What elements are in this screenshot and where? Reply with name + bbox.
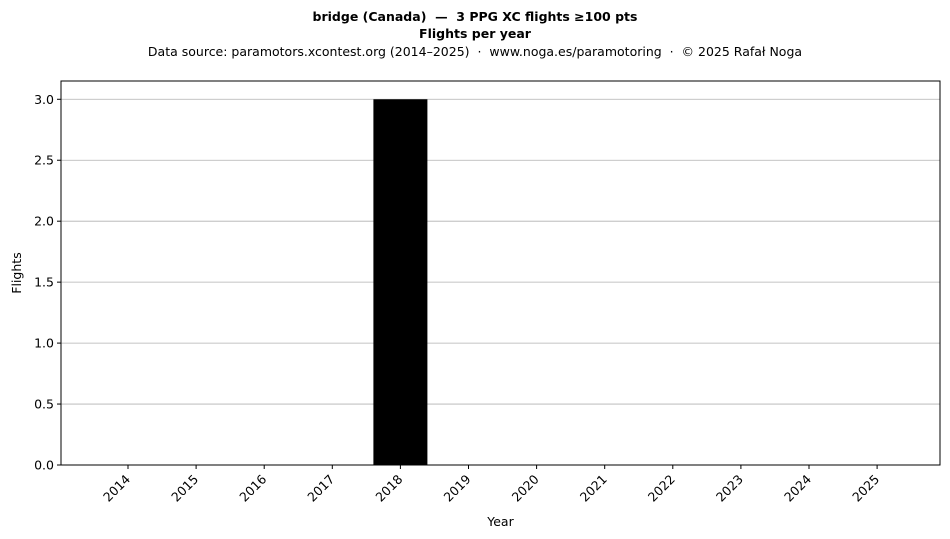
chart-title-block: bridge (Canada) — 3 PPG XC flights ≥100 … [0,8,950,61]
x-tick-label: 2017 [304,472,337,505]
x-tick-label: 2019 [441,471,474,504]
bar [373,99,428,466]
x-axis-ticks: 2014 2015 2016 2017 2018 2019 2020 2021 2022 2023… [100,465,882,505]
grid-lines [61,98,940,466]
plot-area-frame [60,80,941,466]
y-tick-label: 2.0 [34,214,54,229]
y-axis-ticks: 0.0 0.5 1.0 1.5 2.0 2.5 3.0 [34,92,61,473]
x-tick-label: 2021 [577,472,610,505]
x-tick-label: 2018 [372,471,405,504]
x-tick-label: 2014 [100,471,133,504]
x-tick-label: 2016 [236,471,269,504]
x-tick-label: 2023 [713,472,746,505]
y-tick-label: 1.5 [34,275,54,290]
x-axis-label: Year [486,514,514,529]
x-tick-label: 2022 [645,472,678,505]
y-tick-label: 1.0 [34,336,54,351]
x-tick-label: 2020 [509,471,542,504]
chart-subtitle: Flights per year [419,26,531,41]
x-tick-label: 2015 [168,472,201,505]
y-tick-label: 0.0 [34,458,54,473]
y-tick-label: 3.0 [34,92,54,107]
x-tick-label: 2025 [849,472,882,505]
chart-caption: Data source: paramotors.xcontest.org (20… [147,44,803,59]
bars [373,99,428,466]
y-tick-label: 0.5 [34,397,54,412]
y-tick-label: 2.5 [34,153,54,168]
y-axis-label: Flights [9,252,24,293]
x-tick-label: 2024 [781,471,814,504]
chart-title: bridge (Canada) — 3 PPG XC flights ≥100 … [312,9,638,24]
